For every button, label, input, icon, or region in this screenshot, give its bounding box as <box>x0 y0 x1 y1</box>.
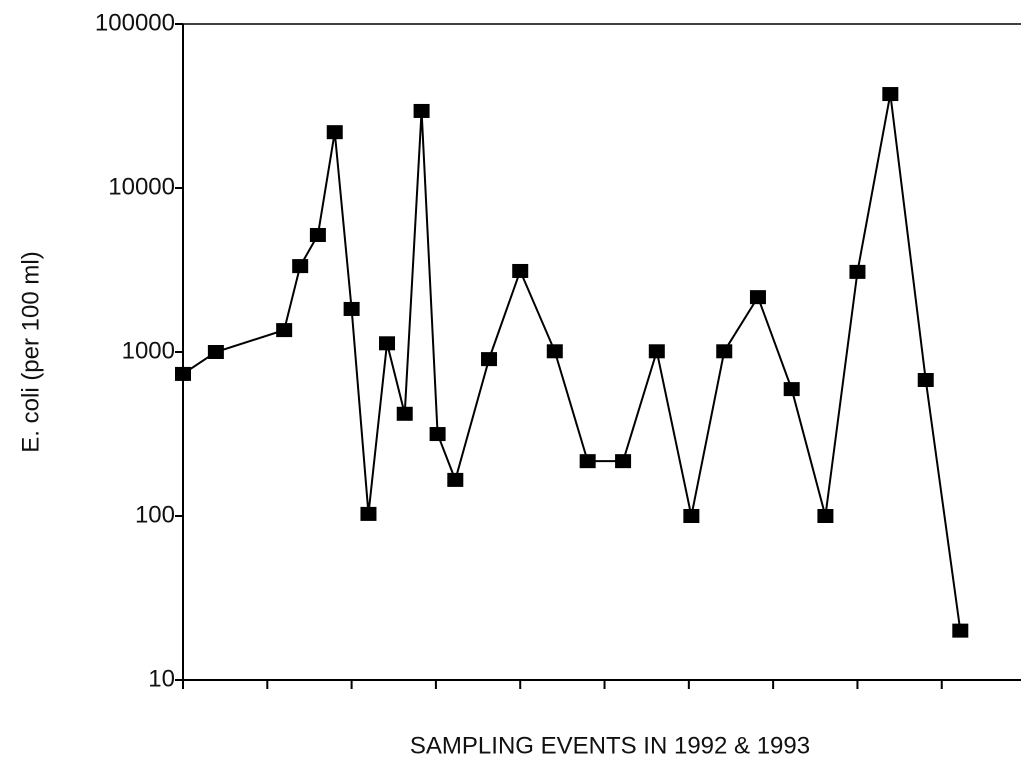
data-point <box>292 259 309 274</box>
data-point <box>917 372 934 387</box>
data-point <box>379 336 396 351</box>
y-axis-label: E. coli (per 100 ml) <box>17 251 44 452</box>
data-point <box>429 427 446 442</box>
data-point <box>175 366 191 381</box>
y-tick-label: 100 <box>135 501 175 528</box>
data-point <box>207 345 224 359</box>
data-point <box>952 623 969 638</box>
data-point <box>817 509 834 523</box>
data-point <box>716 344 733 359</box>
data-point <box>343 301 360 316</box>
data-point <box>683 509 700 523</box>
data-point <box>396 406 413 421</box>
data-point <box>360 506 377 521</box>
y-tick-label: 100000 <box>95 9 175 36</box>
data-point <box>546 344 563 359</box>
data-point <box>648 344 665 359</box>
data-point <box>783 382 800 397</box>
data-point <box>413 103 430 118</box>
data-point <box>849 264 866 279</box>
data-point <box>481 352 498 367</box>
y-tick-label: 10 <box>148 665 175 692</box>
data-point <box>615 454 632 469</box>
data-point <box>749 290 766 305</box>
data-point <box>512 263 529 278</box>
data-point <box>276 323 293 338</box>
y-tick-label: 1000 <box>122 337 175 364</box>
data-line <box>182 93 962 631</box>
data-point <box>447 472 464 487</box>
x-axis-label: SAMPLING EVENTS IN 1992 & 1993 <box>410 732 810 759</box>
data-point <box>309 227 326 242</box>
data-point <box>579 454 596 469</box>
data-point <box>882 87 899 102</box>
data-point <box>326 125 343 140</box>
y-tick-label: 10000 <box>108 173 175 200</box>
